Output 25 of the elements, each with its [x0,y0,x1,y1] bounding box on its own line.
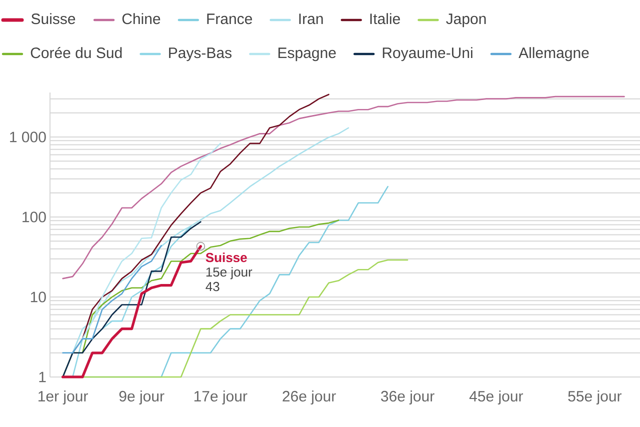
legend-label: Allemagne [518,47,589,62]
annotation: 15e jour [206,267,252,280]
legend-label: Iran [299,14,323,24]
y-tick-label: 10 [30,292,46,302]
y-tick-label: 100 [22,212,46,222]
legend-label: Italie [370,13,400,24]
legend-label: France [207,14,252,24]
y-tick-label: 1 000 [10,132,46,142]
annotation: Suisse [206,252,247,262]
legend-label: Corée du Sud [30,46,122,58]
x-tick-label: 9e jour [119,390,164,404]
legend-label: Pays-Bas [169,48,232,62]
legend-label: Japon [446,14,486,28]
x-tick-label: 55e jour [568,390,622,404]
legend-label: Suisse [31,13,76,24]
x-tick-label: 1er jour [38,390,88,404]
legend-label: Espagne [278,48,336,62]
x-tick-label: 36e jour [381,390,434,404]
legend-label: Royaume-Uni [382,47,472,62]
x-tick-label: 45e jour [469,390,524,404]
legend-label: Chine [122,13,160,24]
y-tick-label: 1 [39,372,46,382]
x-tick-label: 26e jour [282,390,336,404]
x-tick-label: 17e jour [194,390,248,404]
data-label: 43 [206,282,220,292]
